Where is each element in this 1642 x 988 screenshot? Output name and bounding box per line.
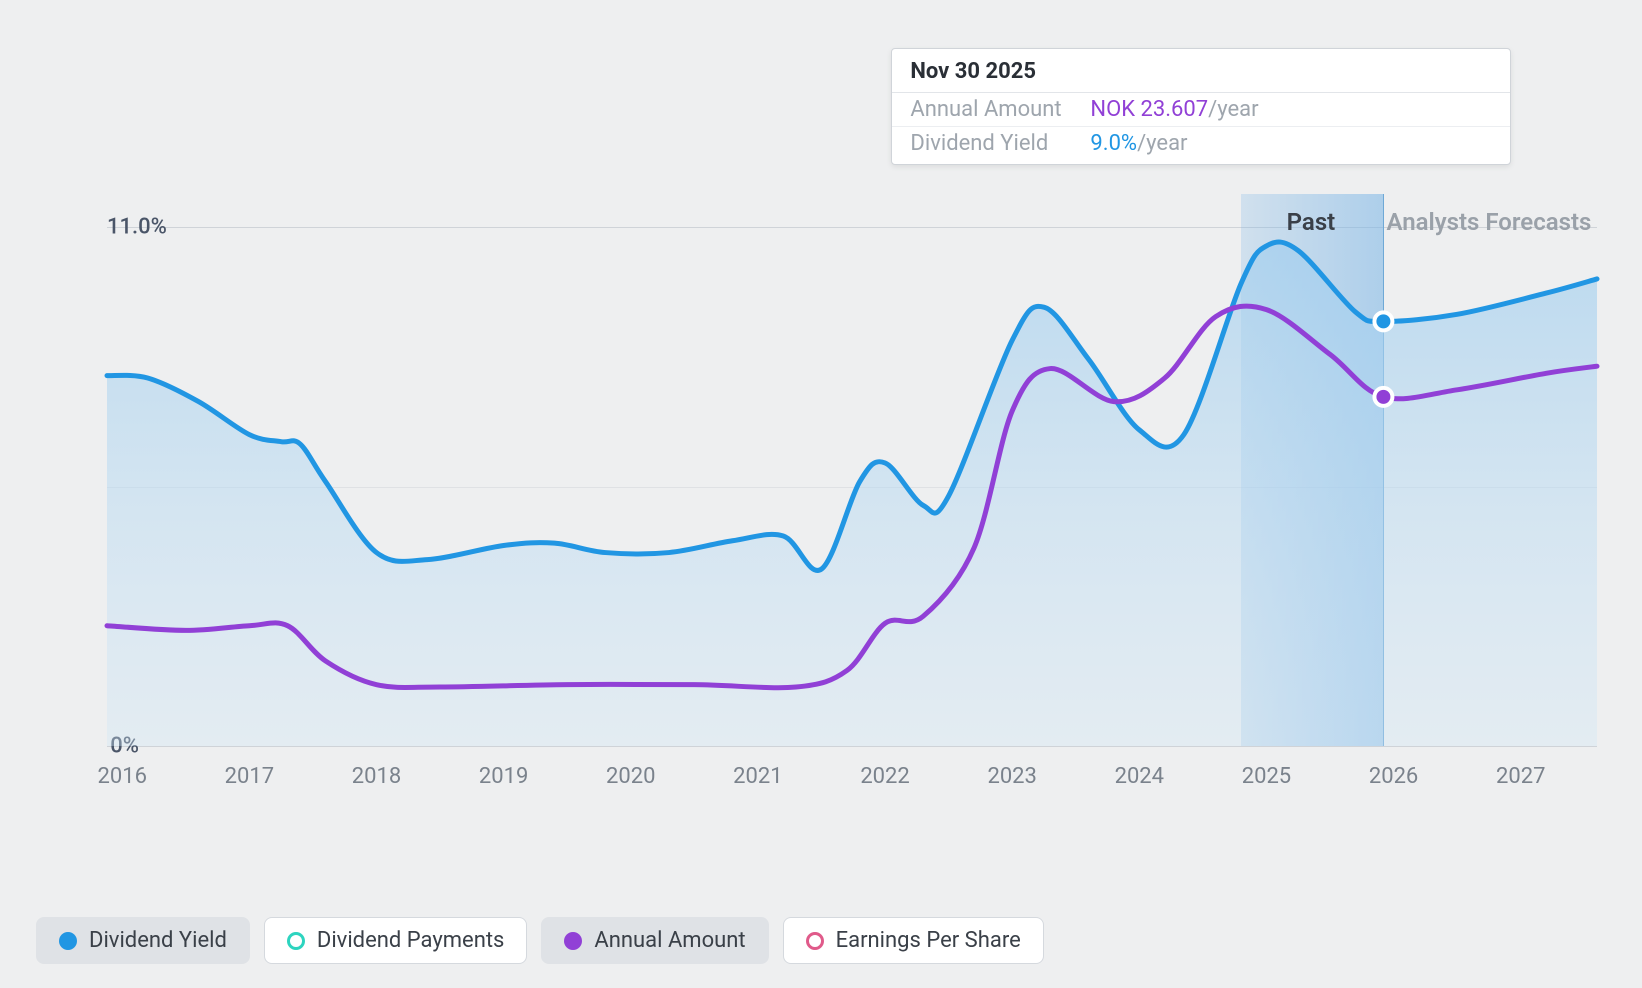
legend-label: Annual Amount — [594, 928, 745, 953]
dividend-chart: 0%11.0%PastAnalysts Forecasts 2016 2017 20… — [45, 48, 1597, 816]
legend-marker-icon — [59, 932, 77, 950]
plot-area[interactable]: 0%11.0%PastAnalysts Forecasts — [107, 194, 1597, 746]
tooltip-row: Dividend Yield9.0%/year — [892, 127, 1510, 164]
legend-marker-icon — [287, 932, 305, 950]
legend-item-earnings-per-share[interactable]: Earnings Per Share — [783, 917, 1044, 964]
legend-marker-icon — [806, 932, 824, 950]
x-axis-tick: 2026 — [1369, 764, 1418, 789]
tooltip-row: Annual AmountNOK 23.607/year — [892, 93, 1510, 127]
x-axis-tick: 2021 — [733, 764, 782, 789]
gridline — [107, 746, 1597, 747]
tooltip-value: 9.0%/year — [1090, 131, 1187, 156]
chart-svg — [107, 194, 1597, 746]
x-axis-tick: 2020 — [606, 764, 655, 789]
chart-legend: Dividend Yield Dividend Payments Annual Am… — [36, 917, 1044, 964]
legend-label: Earnings Per Share — [836, 928, 1021, 953]
chart-tooltip: Nov 30 2025 Annual AmountNOK 23.607/year… — [891, 48, 1511, 165]
legend-marker-icon — [564, 932, 582, 950]
tooltip-key: Annual Amount — [910, 97, 1090, 122]
tooltip-value: NOK 23.607/year — [1090, 97, 1258, 122]
legend-label: Dividend Yield — [89, 928, 227, 953]
x-axis-tick: 2027 — [1496, 764, 1545, 789]
tooltip-key: Dividend Yield — [910, 131, 1090, 156]
dividend-yield-marker — [1374, 312, 1392, 330]
x-axis-tick: 2022 — [860, 764, 909, 789]
x-axis-tick: 2023 — [987, 764, 1036, 789]
legend-label: Dividend Payments — [317, 928, 505, 953]
x-axis-tick: 2025 — [1242, 764, 1291, 789]
legend-item-annual-amount[interactable]: Annual Amount — [541, 917, 768, 964]
x-axis-tick: 2017 — [225, 764, 274, 789]
x-axis-tick: 2018 — [352, 764, 401, 789]
tooltip-date: Nov 30 2025 — [892, 49, 1510, 93]
x-axis-tick: 2016 — [98, 764, 147, 789]
legend-item-dividend-payments[interactable]: Dividend Payments — [264, 917, 528, 964]
annual-amount-marker — [1374, 388, 1392, 406]
x-axis-tick: 2024 — [1115, 764, 1164, 789]
x-axis-tick: 2019 — [479, 764, 528, 789]
legend-item-dividend-yield[interactable]: Dividend Yield — [36, 917, 250, 964]
